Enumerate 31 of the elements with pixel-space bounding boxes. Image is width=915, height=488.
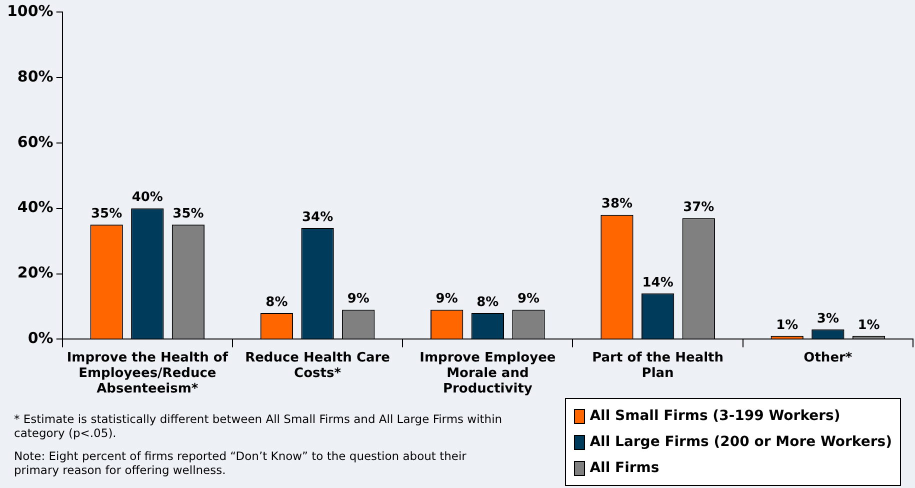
- text: 9%: [517, 292, 540, 307]
- x-tick-label: Improve Employee Morale and Productivity: [420, 350, 556, 397]
- text: 9%: [347, 292, 370, 307]
- y-tick-label: 80%: [17, 67, 54, 86]
- x-tick-label: Other*: [804, 350, 852, 366]
- y-tick-label: 60%: [17, 132, 54, 151]
- y-tick-label: 0%: [28, 329, 54, 348]
- text: 40%: [132, 190, 163, 206]
- text: 35%: [172, 206, 204, 222]
- text: 1%: [858, 318, 880, 333]
- text: 35%: [91, 206, 122, 222]
- text: 3%: [816, 311, 839, 326]
- text: 1%: [776, 318, 798, 333]
- y-tick-label: 100%: [6, 2, 54, 20]
- text: 37%: [683, 200, 714, 216]
- x-tick-label: Part of the Health Plan: [592, 350, 724, 381]
- legend-label: All Firms: [590, 460, 660, 476]
- text: 8%: [476, 294, 499, 310]
- text: * Estimate is statistically different between All Small Firms and All Large Firms within category (p<.05).: [14, 412, 504, 441]
- text: 38%: [601, 196, 633, 212]
- legend-label: All Large Firms (200 or More Workers): [590, 434, 892, 450]
- text: 34%: [302, 210, 334, 225]
- text: 14%: [642, 275, 674, 290]
- legend-label: All Small Firms (3-199 Workers): [590, 408, 840, 424]
- text: 9%: [436, 292, 458, 307]
- x-tick-label: Reduce Health Care Costs*: [245, 350, 390, 381]
- y-tick-label: 20%: [17, 264, 54, 282]
- y-tick-label: 40%: [17, 198, 54, 216]
- text: Note: Eight percent of firms reported “Don’t Know” to the question about their primary reason for offering wellness.: [14, 448, 468, 478]
- text: 8%: [266, 294, 288, 310]
- x-tick-label: Improve the Health of Employees/Reduce Absenteeism*: [66, 350, 228, 397]
